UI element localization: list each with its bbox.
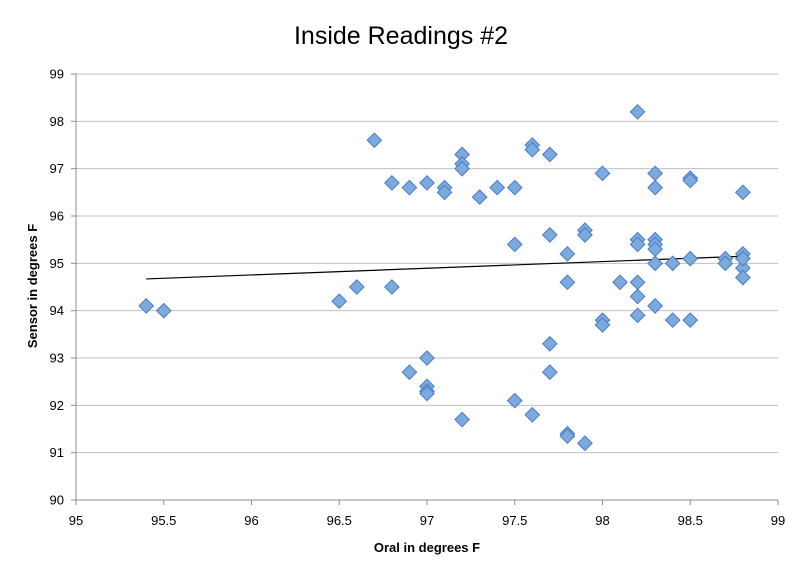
data-point — [629, 288, 646, 305]
data-point — [664, 255, 681, 272]
data-point — [717, 255, 734, 272]
axes — [71, 73, 779, 505]
data-point — [524, 406, 541, 423]
data-point — [541, 227, 558, 243]
data-point — [155, 302, 172, 319]
data-point — [664, 312, 681, 329]
data-point — [524, 141, 541, 158]
y-tick-label: 97 — [50, 161, 64, 176]
data-point — [682, 312, 699, 329]
data-point — [734, 250, 751, 267]
data-point — [647, 298, 664, 314]
data-point — [559, 274, 576, 291]
data-point — [383, 279, 400, 295]
data-point — [419, 385, 435, 402]
data-point — [559, 428, 576, 445]
x-tick-label: 98 — [595, 513, 609, 528]
data-point — [682, 172, 699, 189]
data-point — [612, 274, 628, 291]
x-tick-label: 96 — [244, 513, 258, 528]
data-point — [541, 364, 558, 381]
data-point — [594, 316, 611, 333]
data-point — [506, 236, 523, 253]
x-tick-label: 98.5 — [678, 513, 703, 528]
data-point — [682, 250, 699, 267]
data-point — [629, 307, 646, 324]
data-point — [506, 179, 523, 196]
trendline — [146, 255, 743, 280]
data-point — [471, 189, 488, 205]
data-point — [489, 179, 506, 196]
data-point — [138, 298, 155, 314]
x-tick-label: 97.5 — [502, 513, 527, 528]
y-tick-label: 93 — [50, 351, 64, 366]
data-point — [348, 279, 365, 295]
data-points — [138, 103, 751, 452]
data-point — [594, 165, 611, 182]
x-tick-label: 95.5 — [151, 513, 176, 528]
data-point — [629, 236, 646, 253]
data-point — [629, 103, 646, 120]
data-point — [541, 335, 558, 352]
x-tick-labels: 95 95.5 96 96.5 97 97.5 98 98.5 99 — [69, 513, 785, 528]
y-tick-labels: 90 91 92 93 94 95 96 97 98 99 — [50, 67, 64, 508]
y-tick-label: 99 — [50, 67, 64, 82]
y-tick-label: 96 — [50, 209, 64, 224]
data-point — [577, 227, 593, 243]
data-point — [629, 274, 646, 291]
data-point — [559, 245, 576, 262]
data-point — [401, 364, 418, 381]
y-tick-label: 95 — [50, 256, 64, 271]
trendline-layer — [146, 255, 743, 280]
x-tick-label: 99 — [771, 513, 785, 528]
x-tick-label: 95 — [69, 513, 83, 528]
y-axis-title: Sensor in degrees F — [25, 224, 40, 348]
data-point — [577, 435, 593, 452]
data-point — [419, 174, 435, 191]
data-point — [331, 293, 348, 310]
x-tick-label: 96.5 — [327, 513, 352, 528]
data-point — [734, 184, 751, 201]
data-point — [383, 174, 400, 191]
data-point — [647, 179, 664, 196]
x-axis-title: Oral in degrees F — [374, 540, 480, 555]
data-point — [401, 179, 418, 196]
data-point — [734, 269, 751, 286]
data-point — [454, 160, 471, 177]
y-tick-label: 90 — [50, 493, 64, 508]
y-tick-label: 92 — [50, 398, 64, 413]
y-tick-label: 91 — [50, 445, 64, 460]
y-tick-label: 98 — [50, 114, 64, 129]
data-point — [436, 184, 453, 201]
x-tick-label: 97 — [420, 513, 434, 528]
data-point — [366, 132, 383, 149]
data-point — [647, 255, 664, 272]
chart-title: Inside Readings #2 — [294, 22, 508, 50]
data-point — [541, 146, 558, 163]
gridlines — [76, 73, 778, 454]
y-tick-label: 94 — [50, 303, 64, 318]
data-point — [419, 350, 435, 366]
data-point — [454, 411, 471, 428]
data-point — [506, 392, 523, 409]
